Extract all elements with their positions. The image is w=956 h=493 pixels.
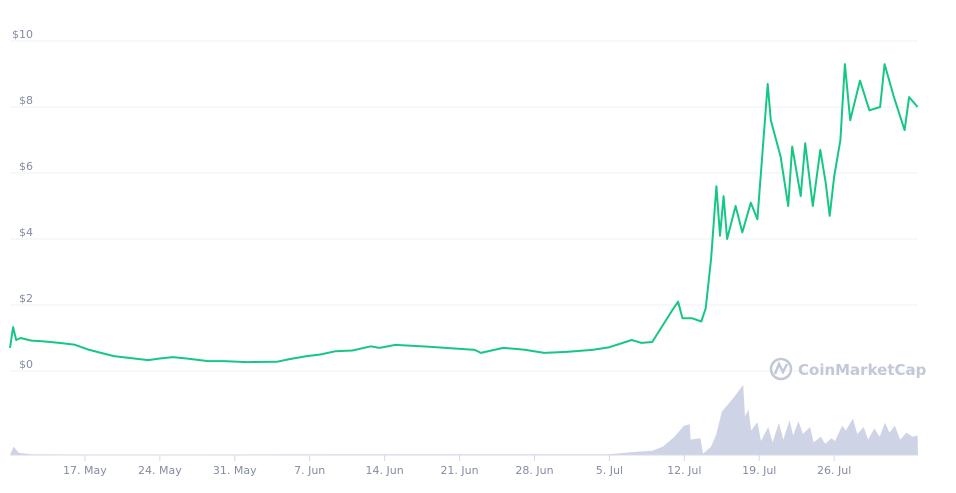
x-tick-label: 24. May xyxy=(138,464,182,477)
volume-series xyxy=(10,385,918,455)
x-tick-label: 21. Jun xyxy=(440,464,478,477)
x-tick-label: 14. Jun xyxy=(366,464,404,477)
x-tick-label: 28. Jun xyxy=(515,464,553,477)
volume-area xyxy=(10,385,918,455)
y-tick-label: $8 xyxy=(19,94,33,107)
watermark: CoinMarketCap xyxy=(769,357,927,381)
watermark-text: CoinMarketCap xyxy=(798,361,927,379)
x-tick-label: 17. May xyxy=(63,464,107,477)
x-tick-label: 5. Jul xyxy=(596,464,623,477)
price-line xyxy=(9,63,919,364)
x-tick-label: 31. May xyxy=(213,464,257,477)
y-tick-label: $0 xyxy=(19,358,33,371)
y-tick-label: $4 xyxy=(19,226,33,239)
x-tick-label: 12. Jul xyxy=(667,464,701,477)
y-tick-label: $10 xyxy=(12,28,33,41)
y-tick-label: $2 xyxy=(19,292,33,305)
gridlines xyxy=(10,40,918,372)
x-tick-label: 7. Jun xyxy=(294,464,325,477)
x-tick-label: 19. Jul xyxy=(742,464,776,477)
price-series xyxy=(9,63,919,364)
x-axis: 17. May 24. May 31. May 7. Jun 14. Jun 21. Ju… xyxy=(63,455,851,477)
coinmarketcap-logo-icon xyxy=(769,357,793,381)
x-tick-label: 26. Jul xyxy=(817,464,851,477)
y-axis: $0 $2 $4 $6 $8 $10 xyxy=(12,28,33,371)
y-tick-label: $6 xyxy=(19,160,33,173)
